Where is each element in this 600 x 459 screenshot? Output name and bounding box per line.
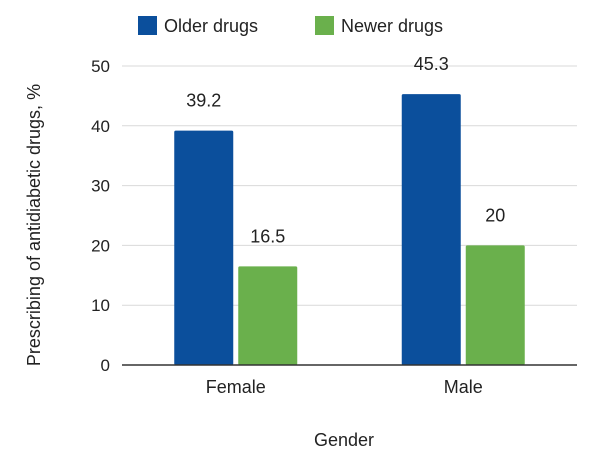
data-label-female-older-drugs: 39.2	[186, 91, 221, 111]
bar-female-older-drugs	[174, 130, 234, 365]
legend: Older drugs Newer drugs	[138, 16, 443, 36]
y-tick-label-0: 0	[101, 356, 110, 375]
data-label-female-newer-drugs: 16.5	[250, 226, 285, 246]
y-axis-title: Prescribing of antidiabetic drugs, %	[24, 84, 44, 366]
data-label-male-newer-drugs: 20	[485, 205, 505, 225]
legend-swatch-newer-drugs	[315, 16, 334, 35]
y-axis-ticks: 0 10 20 30 40 50	[91, 57, 110, 375]
legend-label-newer-drugs: Newer drugs	[341, 16, 443, 36]
legend-label-older-drugs: Older drugs	[164, 16, 258, 36]
y-tick-label-10: 10	[91, 296, 110, 315]
bar-female-newer-drugs	[238, 266, 298, 365]
y-tick-label-30: 30	[91, 177, 110, 196]
data-label-male-older-drugs: 45.3	[414, 54, 449, 74]
x-axis-title: Gender	[314, 430, 374, 450]
legend-swatch-older-drugs	[138, 16, 157, 35]
bars	[174, 94, 525, 365]
y-tick-label-20: 20	[91, 236, 110, 255]
x-category-label-female: Female	[206, 377, 266, 397]
y-tick-label-40: 40	[91, 117, 110, 136]
data-labels: 39.2 16.5 45.3 20	[186, 54, 505, 246]
x-axis-categories: Female Male	[206, 377, 483, 397]
bar-male-older-drugs	[401, 94, 461, 365]
x-category-label-male: Male	[444, 377, 483, 397]
bar-male-newer-drugs	[465, 245, 525, 365]
y-tick-label-50: 50	[91, 57, 110, 76]
